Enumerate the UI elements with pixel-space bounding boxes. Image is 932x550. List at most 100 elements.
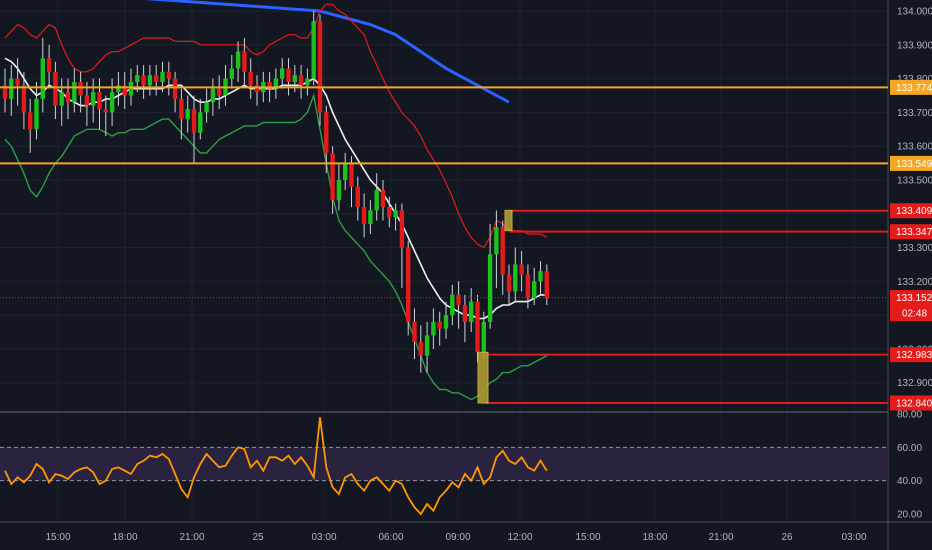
candle-body[interactable] bbox=[513, 264, 518, 292]
candle-body[interactable] bbox=[330, 152, 335, 201]
candle-body[interactable] bbox=[443, 315, 449, 329]
candle[interactable] bbox=[280, 58, 285, 89]
candle-body[interactable] bbox=[254, 85, 260, 93]
candle-body[interactable] bbox=[147, 75, 153, 86]
candle[interactable] bbox=[28, 98, 33, 153]
candle[interactable] bbox=[154, 65, 159, 96]
candle-body[interactable] bbox=[469, 301, 474, 322]
candle-body[interactable] bbox=[406, 247, 411, 322]
candle-body[interactable] bbox=[355, 186, 360, 207]
candle-body[interactable] bbox=[185, 109, 190, 120]
candle-body[interactable] bbox=[343, 163, 348, 180]
candle[interactable] bbox=[122, 71, 127, 109]
candle-body[interactable] bbox=[506, 274, 512, 292]
candle[interactable] bbox=[273, 68, 279, 99]
candle[interactable] bbox=[53, 61, 58, 120]
candle[interactable] bbox=[141, 65, 146, 99]
candle[interactable] bbox=[242, 38, 247, 86]
candle-body[interactable] bbox=[204, 102, 209, 113]
candle-body[interactable] bbox=[387, 207, 392, 218]
candle[interactable] bbox=[418, 325, 423, 373]
price-axis[interactable]: 134.000 133.900 133.800 133.700 133.600 133.5… bbox=[890, 7, 932, 411]
candle-body[interactable] bbox=[229, 68, 234, 79]
candle-body[interactable] bbox=[393, 210, 398, 218]
candle-body[interactable] bbox=[9, 78, 14, 99]
candle[interactable] bbox=[103, 95, 108, 137]
candle[interactable] bbox=[481, 311, 486, 360]
candle[interactable] bbox=[349, 156, 354, 207]
candle[interactable] bbox=[513, 247, 518, 302]
candle[interactable] bbox=[469, 288, 474, 333]
candle[interactable] bbox=[532, 267, 537, 305]
candle-body[interactable] bbox=[273, 78, 279, 89]
candle[interactable] bbox=[443, 301, 449, 339]
candle-body[interactable] bbox=[198, 112, 203, 133]
candle-body[interactable] bbox=[519, 264, 524, 275]
candle-body[interactable] bbox=[324, 112, 329, 153]
candle[interactable] bbox=[229, 54, 234, 89]
candle[interactable] bbox=[179, 88, 184, 140]
candle[interactable] bbox=[506, 264, 512, 305]
candle-body[interactable] bbox=[462, 305, 468, 322]
candle[interactable] bbox=[387, 196, 392, 228]
candle-body[interactable] bbox=[292, 75, 297, 82]
candle-body[interactable] bbox=[179, 98, 184, 120]
candle-body[interactable] bbox=[242, 51, 247, 72]
candle[interactable] bbox=[424, 321, 430, 373]
candle[interactable] bbox=[15, 58, 20, 106]
candle-body[interactable] bbox=[172, 78, 178, 99]
candle[interactable] bbox=[412, 308, 417, 360]
candle[interactable] bbox=[538, 261, 543, 295]
candle-body[interactable] bbox=[21, 85, 27, 113]
candle[interactable] bbox=[34, 81, 39, 140]
candle[interactable] bbox=[109, 78, 115, 126]
candle[interactable] bbox=[475, 294, 480, 363]
candle-body[interactable] bbox=[317, 21, 323, 113]
candle[interactable] bbox=[343, 152, 348, 191]
candle[interactable] bbox=[324, 105, 329, 174]
candle-body[interactable] bbox=[544, 271, 549, 299]
candle-body[interactable] bbox=[424, 335, 430, 356]
candle-body[interactable] bbox=[135, 75, 140, 82]
candle-body[interactable] bbox=[431, 321, 436, 336]
candle-body[interactable] bbox=[191, 109, 197, 133]
candle-body[interactable] bbox=[361, 207, 367, 224]
candle-body[interactable] bbox=[311, 21, 316, 79]
candle-body[interactable] bbox=[65, 92, 71, 103]
candle[interactable] bbox=[223, 65, 228, 106]
candle-body[interactable] bbox=[267, 81, 272, 89]
time-axis[interactable]: 15:00 18:00 21:00 25 03:00 06:00 09:00 12:00 15:… bbox=[45, 532, 866, 543]
candle-body[interactable] bbox=[305, 78, 310, 86]
candle[interactable] bbox=[166, 61, 171, 96]
candle[interactable] bbox=[317, 14, 323, 126]
candle[interactable] bbox=[298, 65, 304, 99]
candle[interactable] bbox=[330, 146, 335, 214]
candle[interactable] bbox=[544, 264, 549, 305]
candle[interactable] bbox=[217, 75, 222, 109]
candle-body[interactable] bbox=[298, 75, 304, 86]
candle[interactable] bbox=[380, 179, 386, 221]
candle-body[interactable] bbox=[116, 85, 121, 93]
candle-body[interactable] bbox=[399, 210, 405, 248]
candle[interactable] bbox=[46, 44, 52, 86]
candle-body[interactable] bbox=[349, 163, 354, 187]
candle[interactable] bbox=[450, 284, 455, 326]
price-lines-layer[interactable] bbox=[0, 86, 888, 404]
candle-body[interactable] bbox=[217, 88, 222, 96]
candle[interactable] bbox=[525, 264, 531, 309]
candle-body[interactable] bbox=[166, 71, 171, 79]
candle-body[interactable] bbox=[368, 210, 373, 224]
candle-body[interactable] bbox=[494, 227, 499, 255]
candle-body[interactable] bbox=[487, 254, 493, 322]
candle-body[interactable] bbox=[72, 81, 77, 103]
candle-body[interactable] bbox=[109, 92, 115, 113]
candle-body[interactable] bbox=[53, 71, 58, 106]
candle-body[interactable] bbox=[532, 281, 537, 299]
candle-body[interactable] bbox=[84, 95, 90, 106]
candle-body[interactable] bbox=[437, 321, 442, 329]
candle[interactable] bbox=[78, 71, 83, 113]
candle-body[interactable] bbox=[160, 71, 165, 82]
candle-body[interactable] bbox=[141, 75, 146, 86]
candles-layer[interactable] bbox=[2, 11, 549, 373]
candle[interactable] bbox=[368, 200, 373, 235]
